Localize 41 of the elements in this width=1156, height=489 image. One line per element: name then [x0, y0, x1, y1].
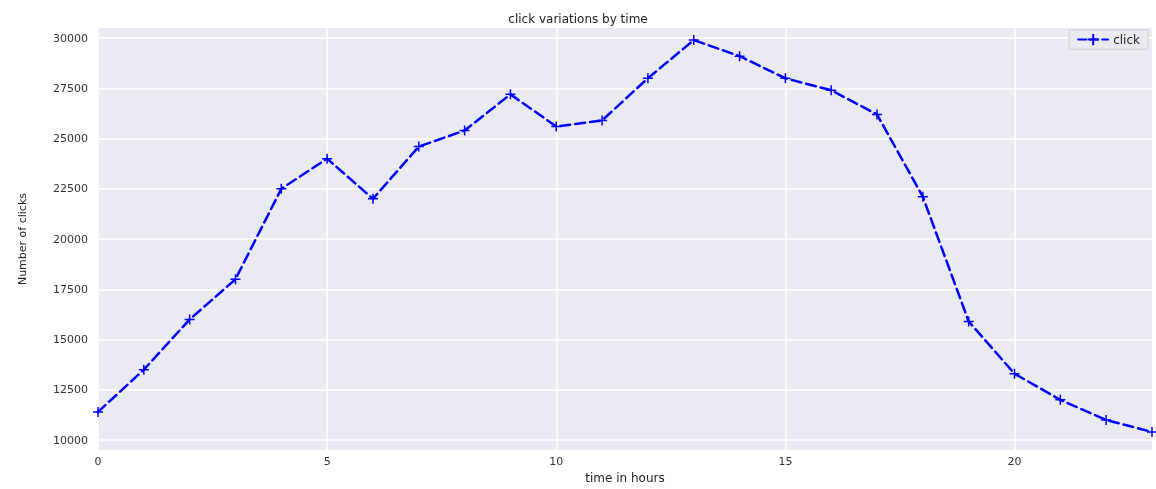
x-tick-label: 5	[323, 455, 331, 469]
point	[138, 363, 150, 376]
x-tick-label: 0	[94, 455, 102, 469]
point	[413, 140, 425, 153]
point	[917, 191, 929, 203]
y-tick-label: 20000	[53, 232, 88, 246]
point	[275, 183, 288, 195]
point	[1100, 414, 1112, 426]
y-tick-label: 27500	[53, 81, 88, 95]
point	[367, 193, 379, 205]
point	[779, 72, 792, 84]
point	[321, 152, 333, 165]
y-axis-title: Number of clicks	[16, 192, 29, 286]
point	[229, 273, 242, 285]
point	[1008, 367, 1021, 380]
point	[183, 313, 196, 326]
y-tick-label: 15000	[53, 333, 88, 347]
point	[504, 88, 517, 101]
point	[642, 72, 654, 84]
x-axis-title: time in hours	[585, 471, 665, 485]
point	[458, 124, 471, 137]
chart-title: click variations by time	[508, 12, 648, 26]
point	[733, 50, 746, 62]
y-tick-label: 25000	[53, 132, 88, 146]
legend-label: click	[1113, 32, 1141, 47]
point	[1054, 394, 1067, 406]
x-tick-label: 10	[549, 455, 564, 469]
y-tick-label: 12500	[53, 383, 88, 397]
point	[92, 406, 104, 418]
point	[596, 114, 608, 127]
point	[962, 315, 975, 328]
point	[871, 108, 883, 121]
y-tick-label: 17500	[53, 282, 88, 296]
y-tick-label: 10000	[53, 433, 88, 447]
x-tick-label: 20	[1007, 455, 1022, 469]
point	[825, 84, 837, 97]
y-tick-label: 22500	[53, 182, 88, 196]
x-tick-label: 15	[778, 455, 793, 469]
point	[687, 34, 700, 46]
point	[550, 120, 563, 133]
y-tick-label: 30000	[53, 31, 88, 45]
